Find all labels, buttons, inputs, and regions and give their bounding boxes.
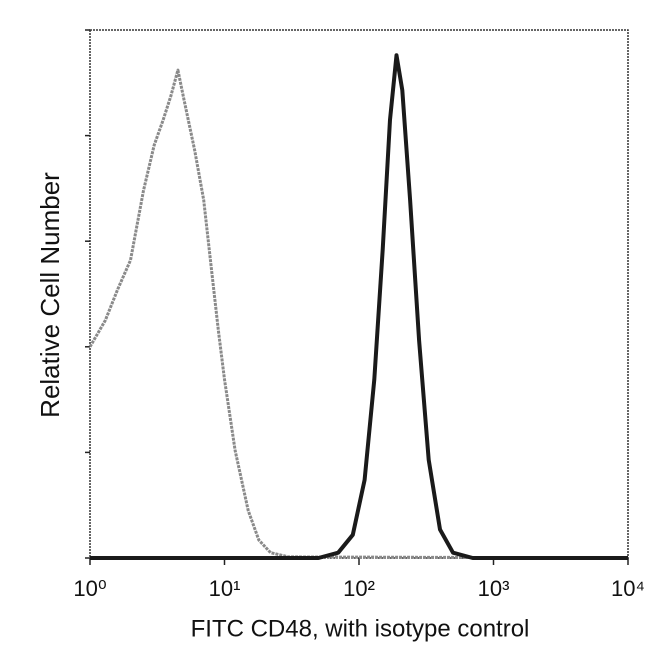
x-tick-label: 10³ [478,576,510,601]
x-axis-label: FITC CD48, with isotype control [191,615,530,642]
histogram-line [90,53,628,560]
x-tick-label: 10¹ [209,576,241,601]
x-tick-label: 10⁰ [73,576,106,601]
x-tick-label: 10² [343,576,375,601]
histogram-line [88,68,629,560]
x-tick-label: 10⁴ [611,576,645,601]
plot-frame [89,29,629,559]
y-axis-label: Relative Cell Number [35,172,65,418]
